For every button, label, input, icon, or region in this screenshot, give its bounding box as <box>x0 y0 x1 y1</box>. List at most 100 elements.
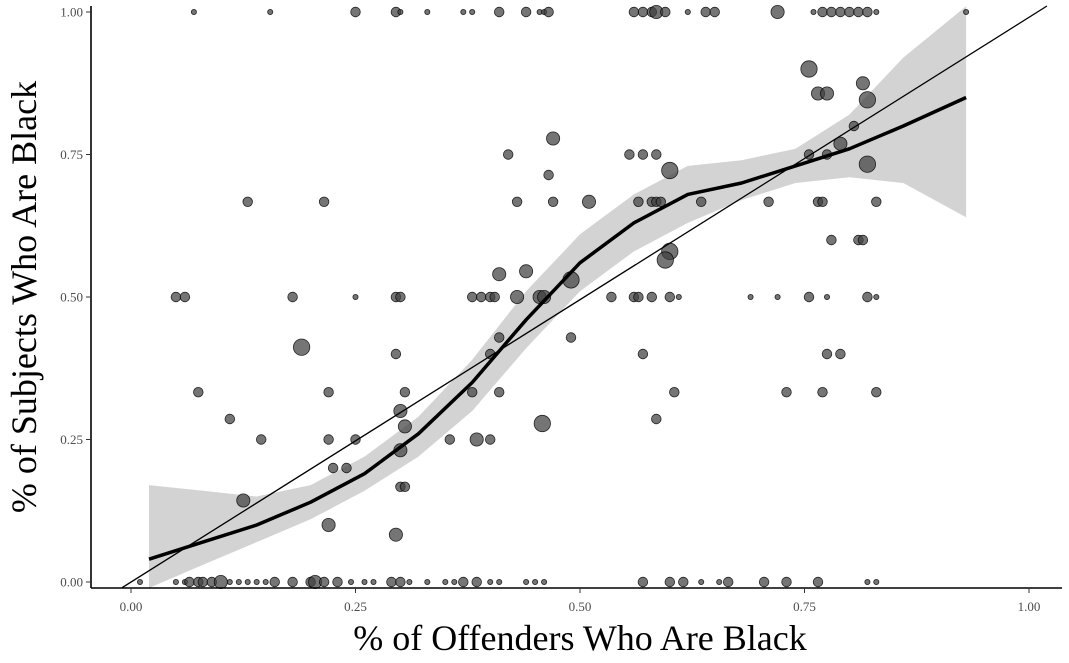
data-point <box>812 576 824 588</box>
data-point <box>873 8 880 15</box>
data-point <box>858 91 877 109</box>
data-point <box>651 149 662 160</box>
data-point <box>197 576 209 588</box>
data-point <box>565 332 577 343</box>
data-point <box>637 6 649 18</box>
data-point <box>179 291 191 303</box>
loess-line <box>148 95 967 561</box>
y-axis-title: % of Subjects Who Are Black <box>4 81 44 513</box>
data-point <box>637 149 649 160</box>
data-point <box>193 387 204 398</box>
data-point <box>492 267 507 282</box>
data-point <box>476 291 487 303</box>
data-point <box>820 86 835 101</box>
data-point <box>327 462 339 474</box>
data-point <box>323 434 334 445</box>
data-point <box>460 8 467 15</box>
data-point <box>510 289 525 304</box>
data-point <box>862 291 873 303</box>
data-point <box>370 579 377 586</box>
data-point <box>397 8 404 15</box>
data-point <box>862 6 873 18</box>
data-point <box>503 149 514 160</box>
data-point <box>269 576 280 588</box>
data-point <box>226 579 233 586</box>
data-point <box>532 579 539 586</box>
data-point <box>467 387 478 398</box>
data-point <box>606 291 617 303</box>
data-point <box>399 387 411 398</box>
data-point <box>873 579 880 586</box>
data-point <box>395 576 406 588</box>
data-point <box>458 576 469 588</box>
data-point <box>678 576 689 588</box>
data-point <box>873 293 880 300</box>
loess-confidence-band <box>149 6 967 589</box>
axes: 0.00 0.25 0.50 0.75 1.00 0.00 0.25 0.50 0.75 1.00 <box>60 5 1062 614</box>
data-point <box>395 291 406 303</box>
data-point <box>494 332 505 343</box>
data-point <box>190 8 197 15</box>
reference-line <box>121 5 1048 589</box>
data-point <box>287 576 298 588</box>
data-point <box>546 131 561 146</box>
data-point <box>352 293 359 300</box>
x-tick-label: 0.75 <box>793 599 816 614</box>
x-axis-title: % of Offenders Who Are Black <box>353 618 807 658</box>
data-point <box>633 196 644 208</box>
data-point <box>871 387 882 398</box>
data-point <box>835 6 846 18</box>
data-point <box>781 576 792 588</box>
data-point <box>236 493 251 508</box>
data-point <box>800 60 818 78</box>
data-point <box>661 161 679 180</box>
data-point <box>656 251 674 269</box>
data-point <box>361 579 368 586</box>
data-point <box>224 413 236 425</box>
y-tick-label: 0.50 <box>60 290 83 305</box>
x-tick-label: 0.25 <box>344 599 367 614</box>
data-point <box>651 413 662 425</box>
data-point <box>487 579 494 586</box>
data-point <box>696 196 707 208</box>
data-point <box>323 387 334 398</box>
data-point <box>537 289 552 304</box>
data-point <box>853 6 864 18</box>
x-tick-label: 0.00 <box>120 599 143 614</box>
data-point <box>467 291 478 303</box>
data-point <box>287 291 298 303</box>
data-point <box>637 348 649 360</box>
confidence-band <box>149 6 967 589</box>
data-point <box>716 579 723 586</box>
data-point <box>533 414 551 433</box>
data-point <box>826 234 837 246</box>
data-point <box>824 293 831 300</box>
data-point <box>424 8 431 15</box>
data-point <box>471 576 482 588</box>
data-point <box>520 6 532 18</box>
data-point <box>399 481 411 493</box>
data-point <box>424 579 431 586</box>
data-point <box>628 6 640 18</box>
data-point <box>332 576 343 588</box>
data-point <box>397 419 412 434</box>
data-point <box>256 434 267 445</box>
data-point <box>386 576 397 588</box>
y-tick-label: 0.00 <box>60 575 83 590</box>
data-point <box>341 462 352 474</box>
data-point <box>390 348 402 360</box>
data-point <box>347 579 354 586</box>
data-point <box>633 291 644 303</box>
data-point <box>543 169 554 181</box>
data-point <box>770 5 785 19</box>
data-point <box>803 291 815 303</box>
data-point <box>184 576 195 588</box>
x-tick-label: 0.50 <box>569 599 592 614</box>
trend-lines <box>121 5 1048 589</box>
data-point <box>700 6 711 18</box>
points-layer <box>136 5 970 590</box>
data-point <box>489 291 500 303</box>
data-point <box>170 291 182 303</box>
data-point <box>469 8 476 15</box>
data-point <box>723 576 734 588</box>
